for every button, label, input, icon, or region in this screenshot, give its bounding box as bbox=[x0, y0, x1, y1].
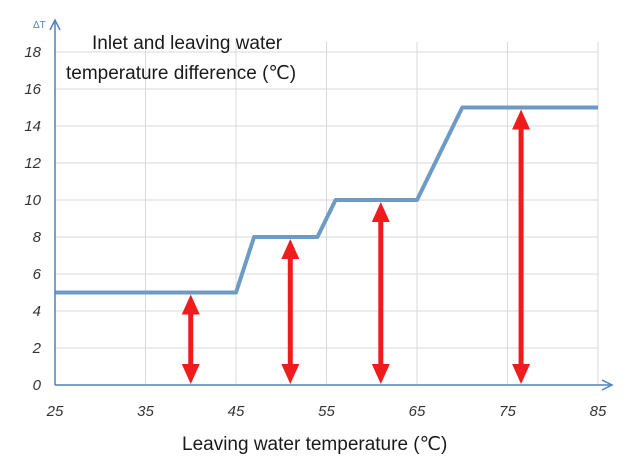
arrow-head-down bbox=[181, 364, 200, 384]
y-tick-label: 8 bbox=[33, 229, 42, 246]
x-tick-label: 25 bbox=[46, 403, 64, 420]
series-layer bbox=[55, 105, 598, 295]
x-tick-label: 55 bbox=[318, 403, 335, 420]
arrow-head-down bbox=[371, 364, 390, 384]
y-tick-label: 10 bbox=[24, 192, 41, 209]
tick-labels: 0 2 4 6 8 10 12 14 16 18 25 35 45 55 65 75 85 bbox=[24, 44, 607, 420]
double-arrow bbox=[181, 294, 200, 384]
arrow-head-up bbox=[181, 294, 200, 315]
double-arrow bbox=[512, 109, 531, 384]
double-arrow bbox=[281, 239, 300, 384]
y-axis-title-line1: Inlet and leaving water bbox=[92, 33, 283, 54]
x-tick-label: 85 bbox=[590, 403, 607, 420]
y-axis-arrowhead bbox=[49, 18, 61, 31]
x-tick-label: 75 bbox=[499, 403, 516, 420]
arrow-head-down bbox=[281, 364, 300, 384]
arrow-head-up bbox=[371, 202, 390, 222]
y-axis-title-line2: temperature difference (℃) bbox=[66, 63, 296, 84]
y-axis-symbol: ΔT bbox=[33, 20, 46, 31]
y-tick-label: 18 bbox=[24, 44, 41, 61]
y-tick-label: 2 bbox=[32, 340, 42, 357]
arrow-head-up bbox=[512, 109, 531, 130]
series-line bbox=[55, 105, 598, 295]
y-tick-label: 4 bbox=[33, 303, 41, 320]
x-axis-title: Leaving water temperature (℃) bbox=[182, 434, 447, 455]
grid bbox=[55, 42, 599, 385]
y-tick-label: 14 bbox=[24, 118, 41, 135]
double-arrow bbox=[371, 202, 390, 384]
x-tick-label: 35 bbox=[137, 403, 154, 420]
y-tick-label: 16 bbox=[24, 81, 41, 98]
y-tick-label: 12 bbox=[24, 155, 41, 172]
x-axis-arrowhead bbox=[601, 379, 614, 391]
x-tick-label: 45 bbox=[228, 403, 245, 420]
arrow-head-down bbox=[512, 364, 531, 384]
arrow-head-up bbox=[281, 239, 300, 259]
annotation-layer bbox=[181, 109, 531, 384]
y-tick-label: 6 bbox=[33, 266, 42, 283]
axes bbox=[49, 18, 614, 391]
x-tick-label: 65 bbox=[409, 403, 426, 420]
y-tick-label: 0 bbox=[33, 377, 42, 394]
